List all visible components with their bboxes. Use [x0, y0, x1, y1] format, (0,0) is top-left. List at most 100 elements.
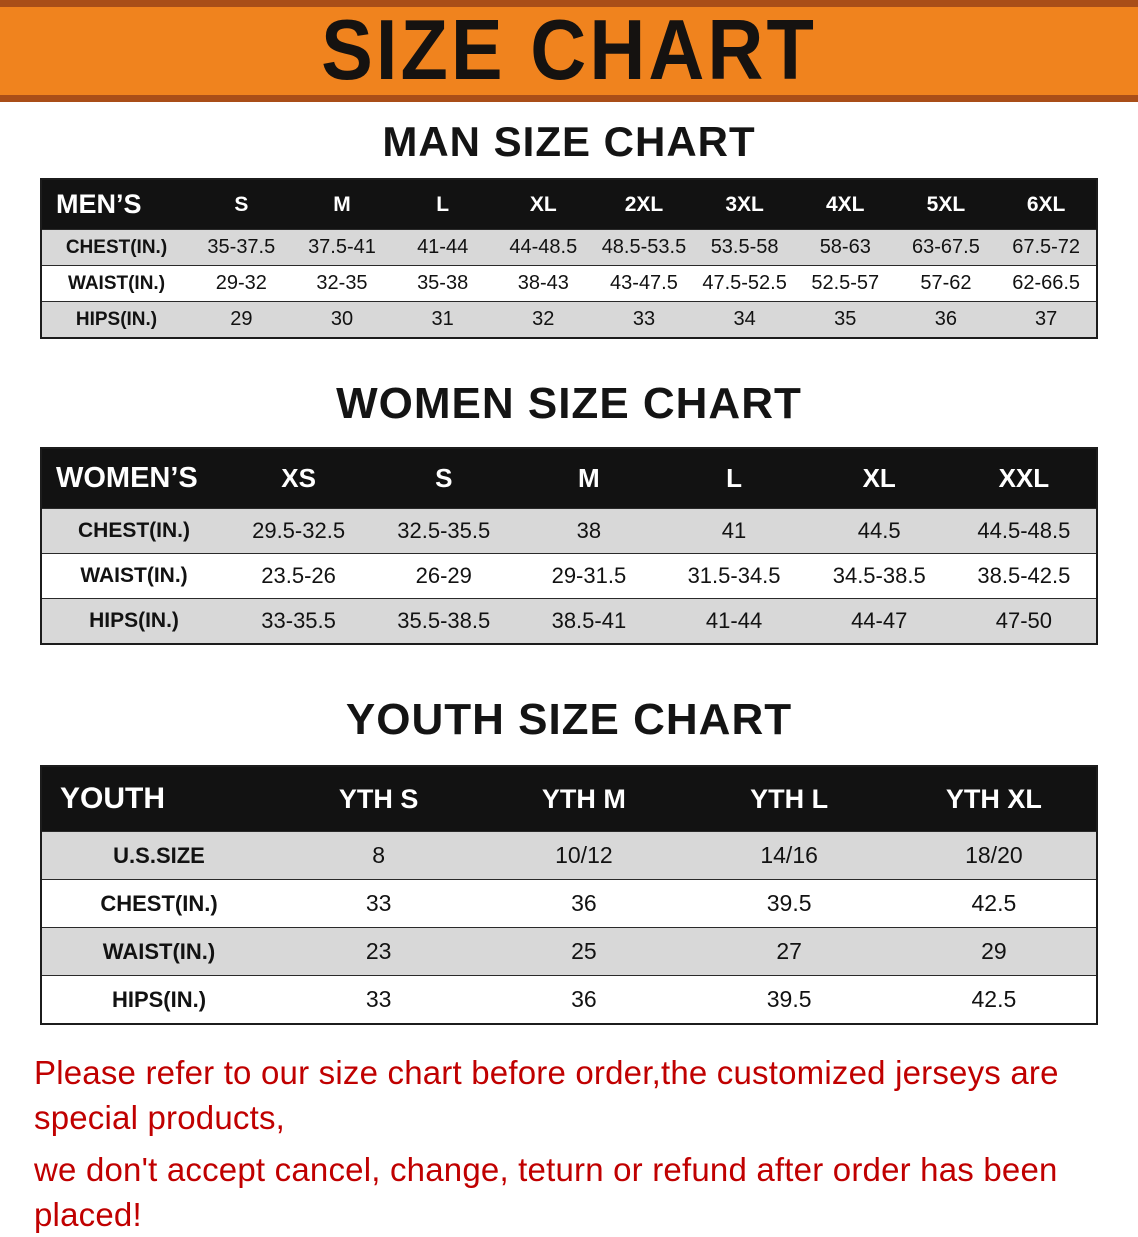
measurement-value: 35 — [794, 301, 896, 339]
measurement-value: 67.5-72 — [996, 229, 1097, 266]
measurement-value: 33 — [276, 975, 482, 1025]
measurement-value: 48.5-53.5 — [593, 229, 695, 266]
size-column-header: M — [291, 179, 393, 230]
measurement-value: 52.5-57 — [794, 265, 896, 302]
measurement-value: 37 — [996, 301, 1097, 339]
table-row: WAIST(IN.) 23 25 27 29 — [41, 927, 1097, 976]
measurement-value: 32.5-35.5 — [371, 508, 517, 554]
measurement-value: 32 — [492, 301, 594, 339]
measurement-label: HIPS(IN.) — [41, 301, 191, 339]
table-header-row: MEN’S S M L XL 2XL 3XL 4XL 5XL 6XL — [41, 179, 1097, 230]
size-column-header: XL — [806, 448, 952, 509]
measurement-value: 35-38 — [392, 265, 493, 302]
womens-section: WOMEN SIZE CHART WOMEN’S XS S M L XL XXL CHEST(… — [0, 379, 1138, 645]
measurement-value: 29 — [891, 927, 1097, 976]
table-row: HIPS(IN.) 33-35.5 35.5-38.5 38.5-41 41-44 44-… — [41, 598, 1097, 645]
measurement-value: 29-32 — [191, 265, 292, 302]
mens-section-heading: MAN SIZE CHART — [382, 118, 756, 165]
size-column-header: YTH XL — [891, 766, 1097, 832]
notice-line-1: Please refer to our size chart before or… — [34, 1054, 1059, 1136]
size-column-header: M — [516, 448, 662, 509]
measurement-value: 10/12 — [481, 831, 687, 880]
measurement-value: 31.5-34.5 — [661, 553, 807, 599]
measurement-value: 33-35.5 — [226, 598, 372, 645]
womens-size-table: WOMEN’S XS S M L XL XXL CHEST(IN.) 29.5-32.5 32.5… — [40, 447, 1098, 645]
table-row: CHEST(IN.) 33 36 39.5 42.5 — [41, 879, 1097, 928]
measurement-value: 38-43 — [492, 265, 594, 302]
mens-section: MAN SIZE CHART MEN’S S M L XL 2XL 3XL 4XL 5XL 6XL… — [0, 118, 1138, 339]
measurement-value: 58-63 — [794, 229, 896, 266]
measurement-value: 8 — [276, 831, 482, 880]
measurement-value: 63-67.5 — [895, 229, 997, 266]
table-corner-header: WOMEN’S — [41, 448, 226, 509]
measurement-label: WAIST(IN.) — [41, 553, 226, 599]
order-notice: Please refer to our size chart before or… — [0, 1051, 1138, 1237]
measurement-value: 44.5-48.5 — [951, 508, 1097, 554]
table-row: WAIST(IN.) 23.5-26 26-29 29-31.5 31.5-34.5 34… — [41, 553, 1097, 599]
table-header-row: YOUTH YTH S YTH M YTH L YTH XL — [41, 766, 1097, 832]
size-column-header: S — [191, 179, 292, 230]
measurement-value: 42.5 — [891, 879, 1097, 928]
youth-section: YOUTH SIZE CHART YOUTH YTH S YTH M YTH L YTH… — [0, 695, 1138, 1025]
table-header-row: WOMEN’S XS S M L XL XXL — [41, 448, 1097, 509]
notice-line-2: we don't accept cancel, change, teturn o… — [34, 1151, 1058, 1233]
measurement-label: WAIST(IN.) — [41, 265, 191, 302]
size-column-header: 4XL — [794, 179, 896, 230]
size-column-header: YTH S — [276, 766, 482, 832]
measurement-label: WAIST(IN.) — [41, 927, 276, 976]
size-column-header: 2XL — [593, 179, 695, 230]
measurement-value: 18/20 — [891, 831, 1097, 880]
measurement-value: 38 — [516, 508, 662, 554]
measurement-value: 30 — [291, 301, 393, 339]
measurement-value: 41-44 — [392, 229, 493, 266]
womens-section-heading: WOMEN SIZE CHART — [336, 379, 802, 428]
measurement-value: 31 — [392, 301, 493, 339]
measurement-value: 62-66.5 — [996, 265, 1097, 302]
measurement-value: 35.5-38.5 — [371, 598, 517, 645]
measurement-value: 43-47.5 — [593, 265, 695, 302]
mens-size-table: MEN’S S M L XL 2XL 3XL 4XL 5XL 6XL CHEST(IN.) 35-37… — [40, 178, 1098, 339]
measurement-value: 34.5-38.5 — [806, 553, 952, 599]
table-row: U.S.SIZE 8 10/12 14/16 18/20 — [41, 831, 1097, 880]
table-corner-header: YOUTH — [41, 766, 276, 832]
size-column-header: YTH M — [481, 766, 687, 832]
measurement-value: 27 — [686, 927, 892, 976]
table-row: HIPS(IN.) 33 36 39.5 42.5 — [41, 975, 1097, 1025]
youth-section-heading: YOUTH SIZE CHART — [345, 695, 793, 744]
measurement-value: 33 — [276, 879, 482, 928]
measurement-value: 42.5 — [891, 975, 1097, 1025]
measurement-value: 36 — [481, 879, 687, 928]
table-row: HIPS(IN.) 29 30 31 32 33 34 35 36 37 — [41, 301, 1097, 339]
size-column-header: 5XL — [895, 179, 997, 230]
measurement-value: 39.5 — [686, 879, 892, 928]
measurement-value: 14/16 — [686, 831, 892, 880]
size-column-header: 3XL — [694, 179, 795, 230]
measurement-value: 38.5-41 — [516, 598, 662, 645]
measurement-value: 25 — [481, 927, 687, 976]
measurement-label: CHEST(IN.) — [41, 508, 226, 554]
measurement-label: CHEST(IN.) — [41, 879, 276, 928]
measurement-value: 23 — [276, 927, 482, 976]
measurement-label: U.S.SIZE — [41, 831, 276, 880]
size-column-header: L — [392, 179, 493, 230]
measurement-value: 36 — [481, 975, 687, 1025]
size-column-header: 6XL — [996, 179, 1097, 230]
measurement-value: 26-29 — [371, 553, 517, 599]
page-title: SIZE CHART — [321, 2, 817, 99]
measurement-value: 53.5-58 — [694, 229, 795, 266]
measurement-label: HIPS(IN.) — [41, 975, 276, 1025]
measurement-value: 29 — [191, 301, 292, 339]
measurement-label: HIPS(IN.) — [41, 598, 226, 645]
measurement-value: 57-62 — [895, 265, 997, 302]
banner: SIZE CHART — [0, 0, 1138, 102]
size-column-header: L — [661, 448, 807, 509]
table-row: CHEST(IN.) 29.5-32.5 32.5-35.5 38 41 44.5 44.5… — [41, 508, 1097, 554]
measurement-value: 39.5 — [686, 975, 892, 1025]
table-corner-header: MEN’S — [41, 179, 191, 230]
youth-size-table: YOUTH YTH S YTH M YTH L YTH XL U.S.SIZE 8 10/12… — [40, 765, 1098, 1025]
size-column-header: S — [371, 448, 517, 509]
measurement-value: 47-50 — [951, 598, 1097, 645]
measurement-value: 32-35 — [291, 265, 393, 302]
measurement-value: 35-37.5 — [191, 229, 292, 266]
